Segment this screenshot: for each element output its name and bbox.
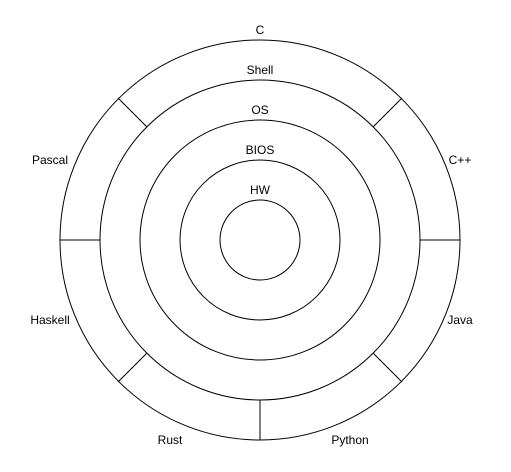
bios-label: BIOS [246,143,275,157]
c-label: C [256,23,265,37]
bios-ring [179,159,341,321]
divider-rust-haskell [117,352,148,383]
python-label: Python [331,433,368,447]
cpp-label: C++ [449,153,472,167]
shell-ring [99,79,421,401]
pascal-label: Pascal [32,153,68,167]
haskell-label: Haskell [30,313,69,327]
hw-label: HW [250,183,271,197]
java-label: Java [447,313,473,327]
divider-pascal-c [117,97,148,128]
os-label: OS [251,103,268,117]
shell-label: Shell [247,63,274,77]
os-ring [139,119,381,361]
hw-core-circle [219,199,301,281]
rust-label: Rust [158,433,183,447]
divider-c-cpp [372,97,403,128]
divider-java-python [372,352,403,383]
